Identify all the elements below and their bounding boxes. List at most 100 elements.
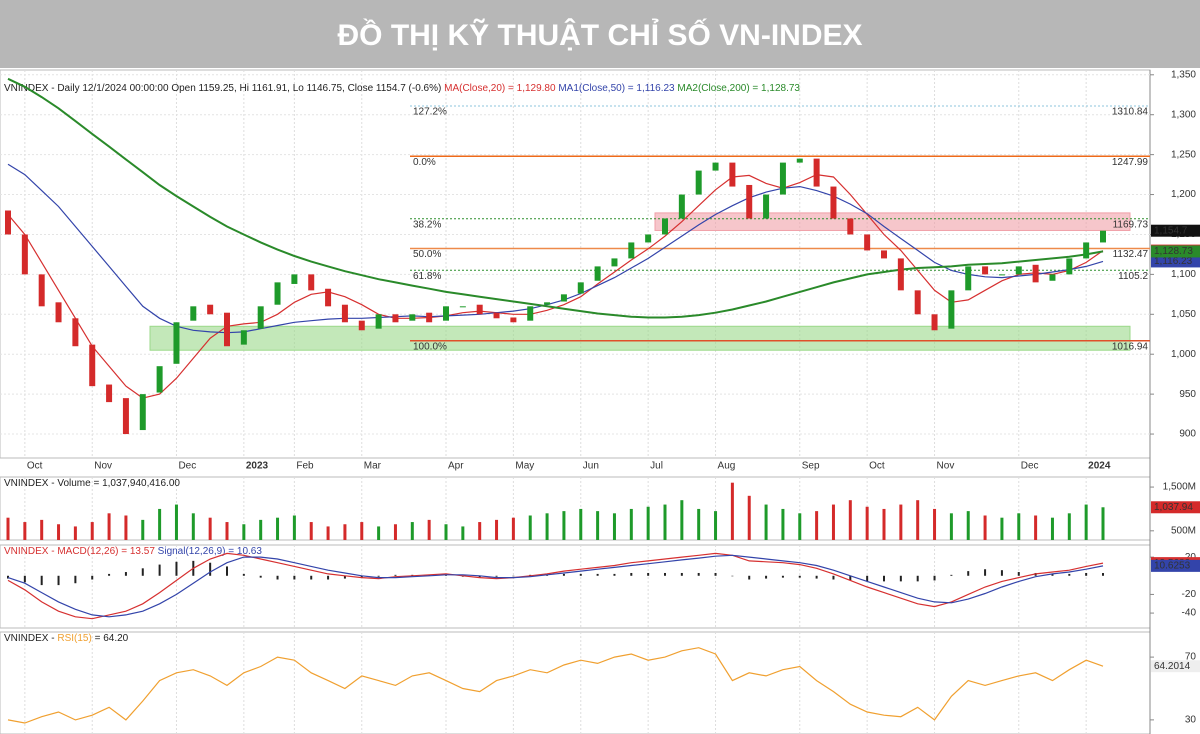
volume-bar bbox=[326, 526, 330, 540]
histogram-bar bbox=[141, 568, 144, 576]
histogram-bar bbox=[748, 575, 751, 580]
volume-bar bbox=[259, 519, 263, 540]
candle bbox=[375, 314, 382, 329]
histogram-bar bbox=[714, 572, 717, 576]
candle bbox=[308, 274, 315, 291]
y-tick-label: 1,250 bbox=[1171, 149, 1196, 160]
histogram-bar bbox=[377, 575, 380, 577]
header-part: VNINDEX - bbox=[4, 633, 57, 644]
y-tick-label: 950 bbox=[1179, 389, 1196, 400]
x-tick-label: Jul bbox=[650, 461, 663, 472]
histogram-bar bbox=[596, 573, 599, 576]
histogram-bar bbox=[950, 574, 953, 576]
last-value-label: 1,154.7 bbox=[1154, 225, 1188, 236]
fib-label: 0.0% bbox=[413, 157, 436, 168]
histogram-bar bbox=[883, 575, 885, 582]
fib-value: 1105.2 bbox=[1118, 271, 1148, 282]
volume-bar bbox=[933, 508, 937, 540]
candle bbox=[796, 158, 803, 163]
histogram-bar bbox=[259, 575, 262, 578]
candle bbox=[527, 306, 534, 321]
volume-bar bbox=[815, 511, 819, 540]
candle bbox=[611, 258, 618, 267]
candle bbox=[493, 312, 500, 319]
histogram-bar bbox=[91, 575, 94, 580]
histogram-bar bbox=[815, 575, 818, 579]
volume-bar bbox=[983, 515, 987, 540]
volume-bar bbox=[697, 508, 701, 540]
histogram-bar bbox=[327, 575, 330, 580]
histogram-bar bbox=[1000, 570, 1003, 576]
candle bbox=[5, 210, 11, 235]
y-tick-label: 70 bbox=[1185, 652, 1197, 663]
y-tick-label: -40 bbox=[1182, 608, 1197, 619]
volume-bar bbox=[680, 500, 684, 540]
candle bbox=[207, 304, 214, 315]
volume-bar bbox=[865, 506, 869, 540]
panel bbox=[0, 476, 1151, 541]
volume-bar bbox=[393, 524, 397, 540]
last-value-box bbox=[1151, 255, 1200, 268]
line-series bbox=[7, 163, 1104, 334]
x-tick-label: Aug bbox=[718, 461, 736, 472]
panel-header: VNINDEX - MACD(12,26) = 13.57 Signal(12,… bbox=[4, 546, 262, 557]
fib-label: 100.0% bbox=[413, 341, 447, 352]
histogram-bar bbox=[1017, 572, 1020, 576]
volume-bar bbox=[831, 504, 835, 540]
fib-label: 61.8% bbox=[413, 271, 441, 282]
candle bbox=[982, 266, 989, 275]
line-series bbox=[7, 77, 1104, 319]
x-tick-label: Jun bbox=[583, 461, 599, 472]
candle bbox=[931, 314, 938, 331]
candle bbox=[914, 290, 921, 315]
histogram-bar bbox=[242, 573, 245, 576]
y-tick-label: 1,200 bbox=[1171, 189, 1196, 200]
volume-bar bbox=[1084, 504, 1088, 540]
volume-bar bbox=[410, 522, 414, 540]
x-tick-label: Sep bbox=[802, 461, 820, 472]
volume-bar bbox=[714, 511, 718, 540]
chart-title: ĐỒ THỊ KỸ THUẬT CHỈ SỐ VN-INDEX bbox=[337, 18, 862, 52]
histogram-bar bbox=[798, 575, 801, 578]
volume-bar bbox=[562, 511, 566, 540]
candle bbox=[662, 218, 668, 235]
candle bbox=[291, 274, 298, 284]
histogram-bar bbox=[630, 572, 633, 576]
volume-bar bbox=[309, 522, 313, 540]
x-tick-label: Apr bbox=[448, 461, 464, 472]
candle bbox=[190, 306, 197, 321]
histogram-bar bbox=[832, 575, 835, 580]
histogram-bar bbox=[1051, 573, 1054, 576]
candle bbox=[55, 302, 62, 323]
volume-bar bbox=[377, 526, 381, 540]
fib-value: 1132.47 bbox=[1113, 249, 1149, 260]
zone bbox=[149, 325, 1131, 351]
candle bbox=[325, 288, 332, 307]
volume-bar bbox=[596, 511, 600, 540]
fib-value: 1310.84 bbox=[1112, 107, 1149, 118]
volume-bar bbox=[174, 504, 178, 540]
y-tick-label: 1,300 bbox=[1171, 109, 1196, 120]
candle bbox=[897, 258, 904, 291]
fib-value: 1247.99 bbox=[1112, 157, 1149, 168]
panel bbox=[0, 631, 1151, 734]
line-series bbox=[7, 552, 1104, 620]
volume-bar bbox=[511, 517, 515, 540]
x-tick-label: Oct bbox=[27, 461, 43, 472]
volume-bar bbox=[40, 519, 44, 540]
zone bbox=[654, 212, 1131, 231]
header-part: RSI(15) bbox=[57, 633, 91, 644]
candle bbox=[1066, 258, 1073, 275]
histogram-bar bbox=[57, 575, 60, 586]
volume-bar bbox=[629, 508, 633, 540]
candle bbox=[763, 194, 770, 219]
histogram-bar bbox=[226, 566, 228, 576]
candle bbox=[426, 312, 433, 323]
candle bbox=[139, 394, 146, 431]
candle bbox=[712, 162, 719, 171]
last-value-box bbox=[1151, 660, 1200, 673]
last-value-label: 1,116.23 bbox=[1154, 256, 1193, 267]
y-tick-label: 1,000 bbox=[1171, 349, 1196, 360]
candle bbox=[594, 266, 601, 281]
candle bbox=[156, 366, 163, 393]
